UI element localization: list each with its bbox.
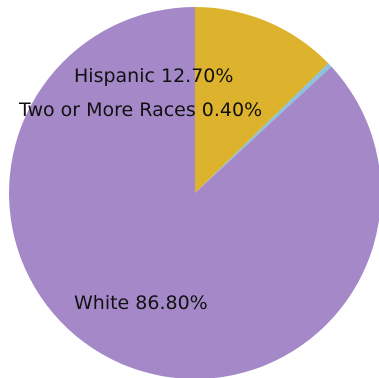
slice-label-two-or-more-races: Two or More Races 0.40% xyxy=(18,99,262,121)
pie-slice-white xyxy=(9,7,379,378)
pie-slice-hispanic xyxy=(195,7,329,193)
pie-slice-two-or-more-races xyxy=(195,63,332,193)
pie-labels: Hispanic 12.70% Two or More Races 0.40% … xyxy=(18,65,262,314)
pie-slices xyxy=(9,7,379,378)
slice-label-white: White 86.80% xyxy=(74,292,208,314)
slice-label-hispanic: Hispanic 12.70% xyxy=(74,65,233,87)
